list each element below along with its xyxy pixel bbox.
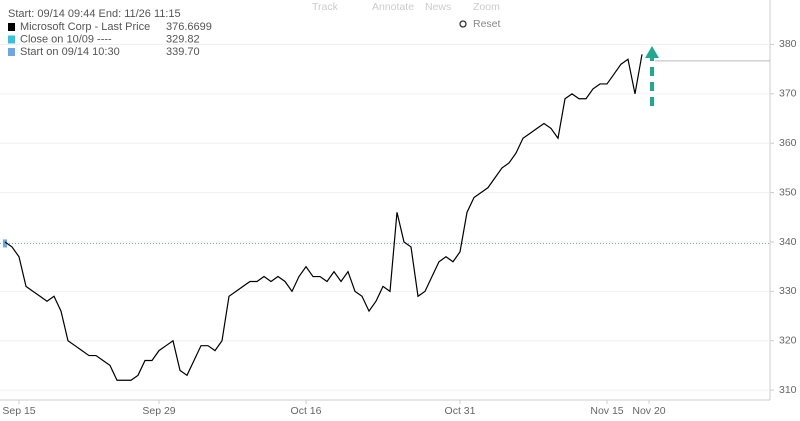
reset-icon	[459, 20, 467, 28]
legend-label: Close on 10/09 ----	[20, 33, 112, 45]
y-tick-label: 320	[779, 335, 797, 347]
legend-label: Start on 09/14 10:30	[20, 46, 120, 58]
y-tick-label: 350	[779, 186, 797, 198]
x-tick-label: Sep 15	[2, 405, 35, 417]
y-tick-label: 310	[779, 384, 797, 396]
y-tick-label: 340	[779, 236, 797, 248]
start-marker	[3, 239, 7, 248]
toolbar: Track Annotate News Zoom Reset	[312, 1, 501, 30]
x-tick-label: Oct 16	[291, 405, 322, 417]
chart-subtitle: Start: 09/14 09:44 End: 11/26 11:15	[8, 8, 181, 20]
y-tick-label: 370	[779, 88, 797, 100]
news-button[interactable]: News	[425, 1, 451, 13]
y-tick-label: 360	[779, 137, 797, 149]
reset-button[interactable]: Reset	[473, 18, 501, 30]
x-tick-label: Sep 29	[142, 405, 175, 417]
y-tick-label: 330	[779, 285, 797, 297]
annotation-arrow	[645, 46, 659, 106]
x-tick-label: Oct 31	[445, 405, 476, 417]
legend-label: Microsoft Corp - Last Price	[20, 21, 150, 33]
zoom-button[interactable]: Zoom	[473, 1, 500, 13]
annotate-button[interactable]: Annotate	[372, 1, 414, 13]
legend-swatch	[8, 48, 15, 56]
x-tick-label: Nov 15	[590, 405, 623, 417]
legend-value: 329.82	[166, 33, 200, 45]
y-tick-label: 380	[779, 38, 797, 50]
legend-value: 376.6699	[166, 21, 212, 33]
track-button[interactable]: Track	[312, 1, 339, 13]
legend-swatch	[8, 23, 15, 31]
x-tick-label: Nov 20	[632, 405, 665, 417]
price-line	[4, 54, 643, 381]
legend-swatch	[8, 35, 15, 44]
legend-value: 339.70	[166, 46, 200, 58]
